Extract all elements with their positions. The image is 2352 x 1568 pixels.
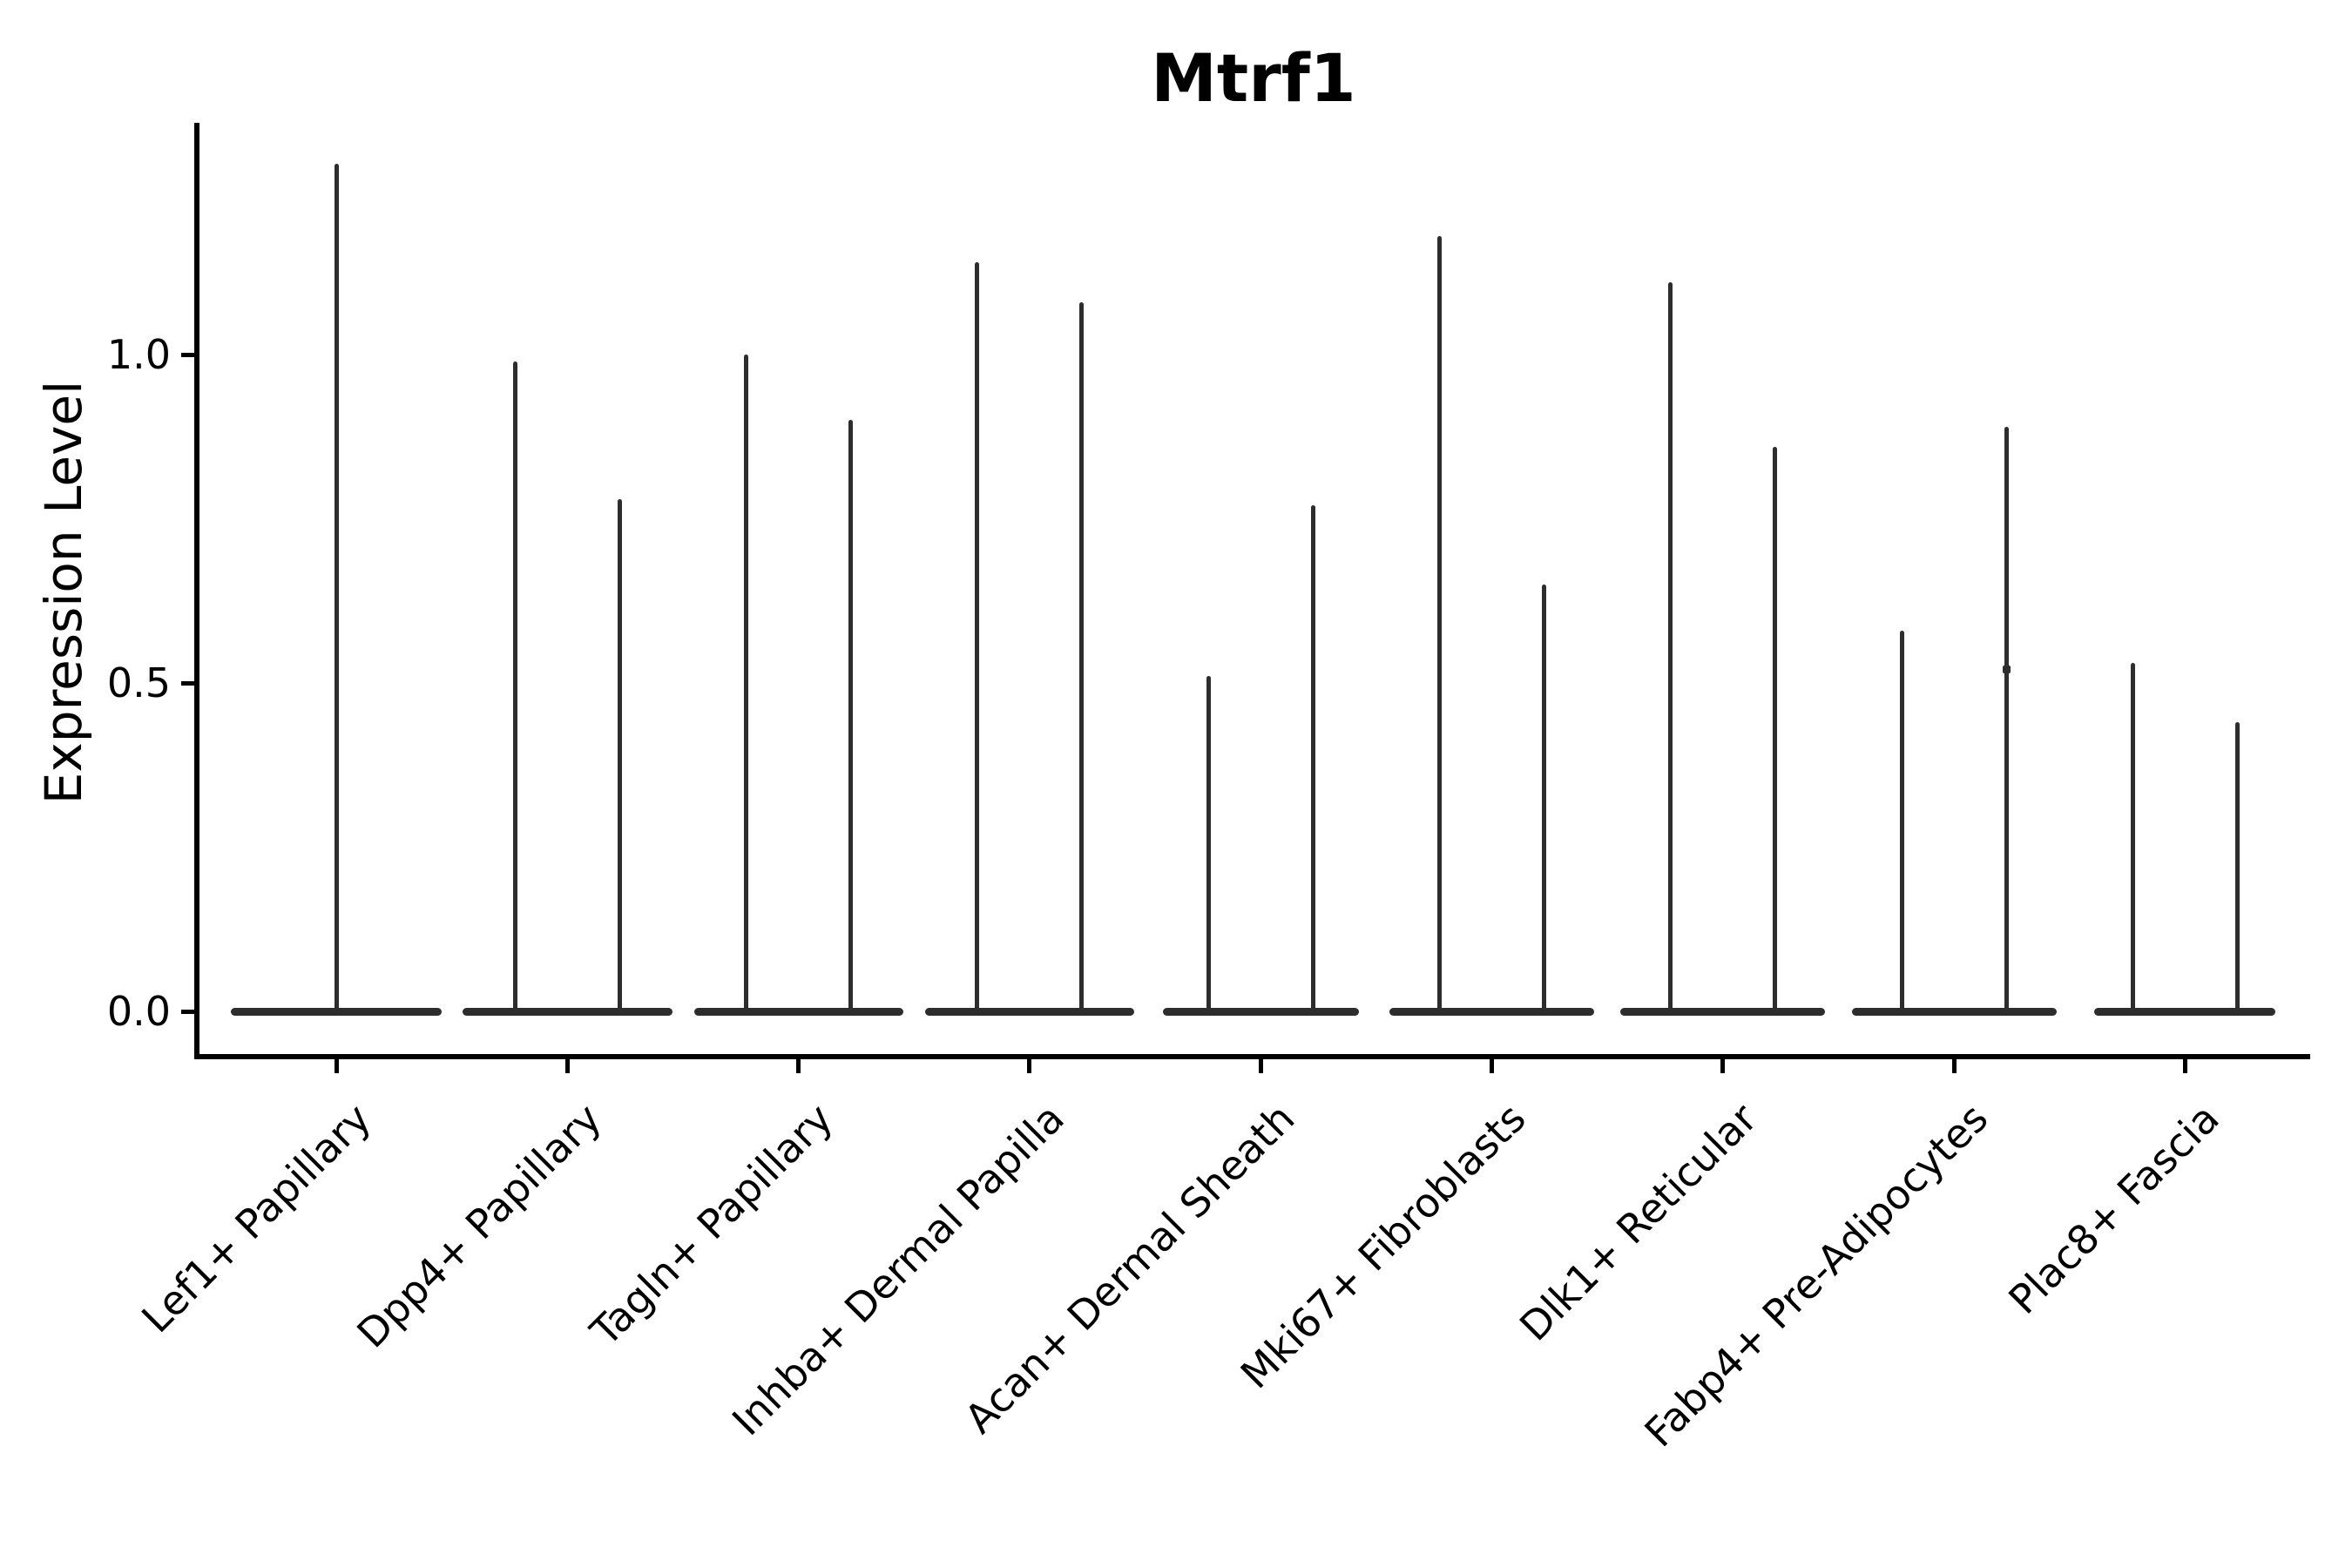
violin-spike [744, 355, 749, 1015]
violin-spike [1668, 282, 1673, 1015]
y-tick [181, 1009, 195, 1014]
violin-spike [2130, 663, 2135, 1015]
violin-base [462, 1007, 672, 1016]
x-tick-label: Plac8+ Fascia [1999, 1094, 2229, 1323]
violin-base [924, 1007, 1134, 1016]
violin-spike [1773, 446, 1778, 1015]
x-tick-label: Lef1+ Papillary [132, 1094, 380, 1342]
violin-spike [1437, 236, 1442, 1015]
x-tick-label: Dlk1+ Reticular [1511, 1094, 1767, 1350]
violin-spike [617, 498, 622, 1015]
violin-spike [1310, 505, 1315, 1015]
violin-spike [512, 361, 517, 1015]
x-tick [564, 1059, 570, 1073]
x-tick [1720, 1059, 1726, 1073]
violin-spike [334, 164, 339, 1015]
violin-spike [975, 262, 980, 1015]
violin-spike [2234, 722, 2240, 1015]
y-tick [181, 352, 195, 357]
violin-spike [1206, 676, 1211, 1015]
y-axis-spine [194, 123, 199, 1059]
violin-base [2094, 1007, 2276, 1016]
y-tick [181, 680, 195, 686]
chart-title: Mtrf1 [1151, 39, 1356, 117]
data-point-dot [2002, 666, 2011, 674]
x-tick-label: Tagln+ Papillary [581, 1094, 842, 1355]
violin-spike [1079, 301, 1085, 1015]
x-tick [796, 1059, 801, 1073]
y-tick-label: 1.0 [106, 331, 171, 378]
violin-spike [1542, 584, 1546, 1015]
y-tick-label: 0.5 [106, 659, 171, 706]
violin-base [1389, 1007, 1594, 1016]
x-tick [1951, 1059, 1957, 1073]
x-tick [1258, 1059, 1263, 1073]
y-axis-label: Expression Level [34, 380, 93, 805]
violin-spike [2004, 426, 2009, 1015]
x-tick [1490, 1059, 1494, 1073]
violin-spike [848, 420, 854, 1015]
violin-base [693, 1007, 903, 1016]
y-tick-label: 0.0 [106, 988, 171, 1035]
violin-base [1620, 1007, 1826, 1016]
x-axis-spine [194, 1054, 2310, 1059]
violin-spike [1899, 630, 1904, 1015]
x-tick [334, 1059, 339, 1073]
violin-base [1162, 1007, 1359, 1016]
x-tick [2182, 1059, 2187, 1073]
x-tick [1027, 1059, 1032, 1073]
x-tick-label: Dpp4+ Papillary [348, 1094, 611, 1357]
violin-base [1851, 1007, 2057, 1016]
